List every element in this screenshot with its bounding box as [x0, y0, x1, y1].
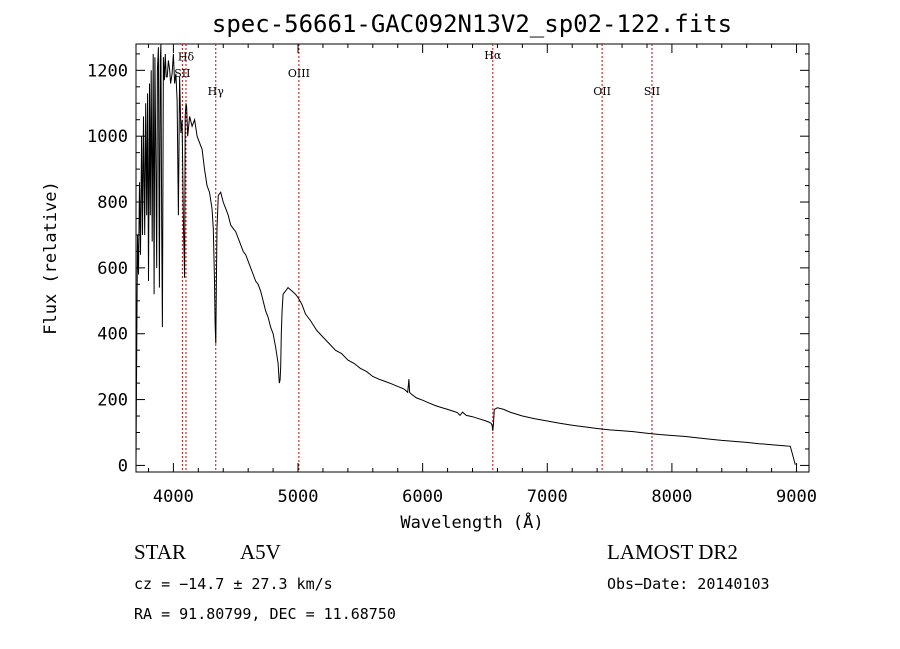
x-axis-ticks: 4000 5000 6000 7000 8000 9000 — [147, 44, 817, 507]
line-label-1: SII — [174, 67, 190, 80]
spectral-line-labels: Hδ SII Hγ OIII Hα OII SII — [174, 49, 660, 98]
survey-name: LAMOST DR2 — [607, 540, 738, 564]
x-tick-label-3: 7000 — [527, 487, 568, 507]
line-label-6: SII — [644, 85, 660, 98]
coordinates: RA = 91.80799, DEC = 11.68750 — [134, 605, 396, 623]
y-axis-label: Flux (relative) — [41, 181, 61, 335]
x-tick-label-2: 6000 — [402, 487, 443, 507]
plot-frame — [135, 43, 810, 473]
chart-title: spec-56661-GAC092N13V2_sp02-122.fits — [212, 10, 732, 38]
y-axis-ticks: 0 200 400 600 800 1000 1200 — [87, 53, 809, 476]
y-tick-label-1: 200 — [97, 391, 128, 411]
object-class: STAR — [134, 540, 186, 564]
x-tick-label-0: 4000 — [153, 487, 194, 507]
spectrum-line — [135, 43, 796, 466]
redshift-velocity: cz = −14.7 ± 27.3 km/s — [134, 575, 333, 593]
y-tick-label-4: 800 — [97, 193, 128, 213]
x-tick-label-4: 8000 — [651, 487, 692, 507]
line-label-3: OIII — [288, 67, 310, 80]
y-tick-label-3: 600 — [97, 259, 128, 279]
line-label-0: Hδ — [178, 50, 195, 63]
y-tick-label-0: 0 — [118, 456, 128, 476]
spectral-line-markers — [181, 44, 653, 472]
object-subclass: A5V — [240, 540, 281, 564]
observation-date: Obs−Date: 20140103 — [607, 575, 770, 593]
x-axis-label: Wavelength (Å) — [400, 511, 543, 533]
line-label-4: Hα — [484, 49, 502, 62]
y-tick-label-2: 400 — [97, 325, 128, 345]
x-tick-label-5: 9000 — [776, 487, 817, 507]
line-label-5: OII — [593, 85, 611, 98]
x-tick-label-1: 5000 — [278, 487, 319, 507]
line-label-2: Hγ — [208, 85, 225, 98]
y-tick-label-6: 1200 — [87, 61, 128, 81]
y-tick-label-5: 1000 — [87, 127, 128, 147]
